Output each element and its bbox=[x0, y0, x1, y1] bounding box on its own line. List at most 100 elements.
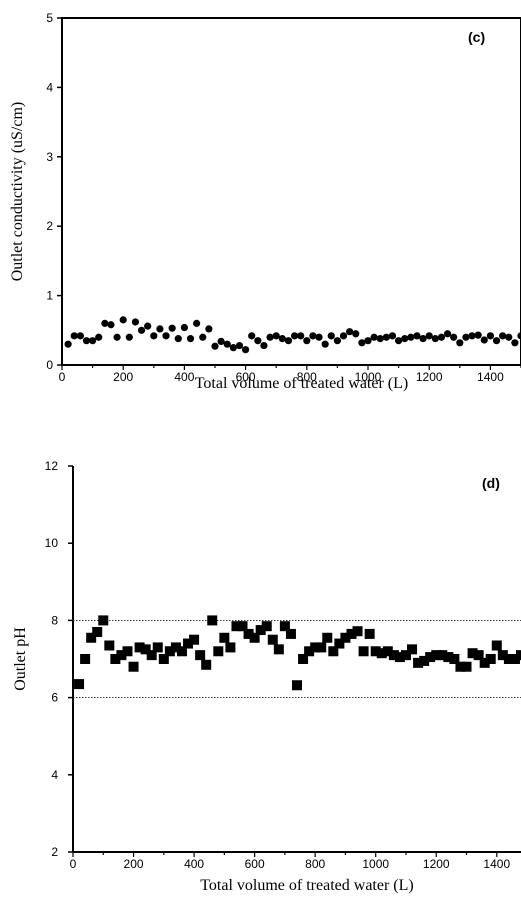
x-tick-label: 600 bbox=[236, 370, 256, 384]
x-tick-label: 600 bbox=[245, 857, 265, 871]
x-tick-label: 1000 bbox=[362, 857, 389, 871]
data-point bbox=[223, 340, 231, 348]
data-point bbox=[407, 333, 415, 341]
data-point bbox=[322, 632, 333, 643]
data-point bbox=[64, 340, 72, 348]
data-point bbox=[450, 333, 458, 341]
data-point bbox=[352, 330, 360, 338]
data-point bbox=[473, 650, 484, 661]
data-point bbox=[70, 332, 78, 340]
data-point bbox=[248, 332, 256, 340]
data-point bbox=[255, 625, 266, 636]
data-point bbox=[217, 337, 225, 346]
data-point bbox=[394, 652, 405, 663]
data-point bbox=[164, 646, 175, 657]
data-point bbox=[134, 642, 145, 653]
data-point bbox=[456, 339, 464, 347]
plot-frame bbox=[61, 17, 521, 366]
data-point bbox=[455, 661, 466, 672]
data-point bbox=[285, 628, 296, 639]
data-point bbox=[382, 333, 390, 341]
y-tick-label: 10 bbox=[45, 536, 59, 550]
data-point bbox=[137, 326, 146, 334]
data-point bbox=[509, 654, 520, 664]
data-point bbox=[334, 638, 345, 649]
data-point bbox=[511, 339, 519, 347]
data-point bbox=[364, 337, 372, 345]
data-point bbox=[267, 634, 278, 645]
data-point bbox=[480, 336, 488, 344]
panel-label: (c) bbox=[468, 29, 485, 45]
data-point bbox=[310, 642, 321, 653]
data-point bbox=[388, 650, 399, 661]
data-point bbox=[437, 650, 448, 661]
data-point bbox=[443, 330, 452, 338]
data-point bbox=[431, 650, 442, 661]
y-tick-label: 0 bbox=[46, 358, 53, 372]
data-point bbox=[195, 650, 206, 661]
data-point bbox=[492, 337, 501, 345]
data-point bbox=[339, 332, 348, 340]
data-point bbox=[199, 333, 207, 341]
y-axis-ticks: 0 1 2 3 4 5 bbox=[46, 11, 62, 372]
data-points bbox=[74, 615, 521, 691]
data-point bbox=[125, 333, 133, 341]
y-axis-ticks: 2 4 6 8 10 12 bbox=[45, 459, 73, 859]
data-point bbox=[261, 621, 272, 632]
data-point bbox=[413, 657, 424, 668]
data-point bbox=[168, 324, 176, 332]
data-point bbox=[479, 657, 490, 668]
data-point bbox=[116, 650, 127, 661]
data-point bbox=[485, 654, 496, 664]
data-point bbox=[462, 333, 470, 341]
y-tick-label: 8 bbox=[51, 613, 58, 627]
data-point bbox=[358, 646, 369, 657]
y-tick-label: 2 bbox=[51, 845, 58, 859]
data-point bbox=[437, 333, 446, 341]
data-point bbox=[486, 332, 494, 340]
data-point bbox=[229, 344, 237, 352]
data-point bbox=[82, 337, 91, 345]
data-point bbox=[419, 655, 430, 666]
x-axis-label: Total volume of treated water (L) bbox=[195, 375, 408, 392]
ph-chart: 2 4 6 8 10 12 0 200 400 600 800 1000 1200 1400 (d) T… bbox=[12, 459, 521, 894]
data-point bbox=[298, 654, 309, 664]
data-point bbox=[205, 325, 213, 333]
data-point bbox=[249, 632, 260, 643]
data-point bbox=[425, 652, 436, 663]
data-point bbox=[309, 332, 317, 340]
x-tick-label: 1200 bbox=[423, 857, 450, 871]
y-tick-label: 3 bbox=[46, 150, 53, 164]
data-point bbox=[225, 642, 236, 653]
data-point bbox=[128, 661, 139, 672]
x-tick-label: 800 bbox=[297, 370, 317, 384]
data-point bbox=[467, 648, 478, 659]
y-tick-label: 6 bbox=[51, 691, 58, 705]
data-point bbox=[110, 654, 121, 664]
data-points bbox=[64, 316, 521, 354]
panel-label: (d) bbox=[482, 475, 500, 491]
data-point bbox=[321, 340, 329, 348]
data-point bbox=[113, 333, 121, 341]
data-point bbox=[358, 339, 366, 347]
data-point bbox=[186, 335, 195, 343]
data-point bbox=[101, 319, 109, 327]
y-axis-label: Outlet conductivity (uS/cm) bbox=[9, 102, 26, 282]
data-point bbox=[211, 342, 219, 350]
x-axis-ticks: 0 200 400 600 800 1000 1200 1400 bbox=[59, 365, 521, 384]
data-point bbox=[352, 626, 363, 637]
x-tick-label: 1000 bbox=[355, 370, 382, 384]
data-point bbox=[388, 332, 397, 340]
data-point bbox=[162, 332, 170, 340]
data-point bbox=[176, 646, 187, 657]
data-point bbox=[237, 621, 248, 632]
data-point bbox=[89, 337, 97, 345]
x-tick-label: 200 bbox=[113, 370, 133, 384]
data-point bbox=[213, 646, 224, 657]
y-tick-label: 2 bbox=[46, 219, 53, 233]
x-axis-label: Total volume of treated water (L) bbox=[200, 877, 413, 894]
data-point bbox=[497, 650, 508, 661]
data-point bbox=[140, 644, 151, 655]
data-point bbox=[193, 319, 201, 327]
data-point bbox=[272, 332, 280, 340]
